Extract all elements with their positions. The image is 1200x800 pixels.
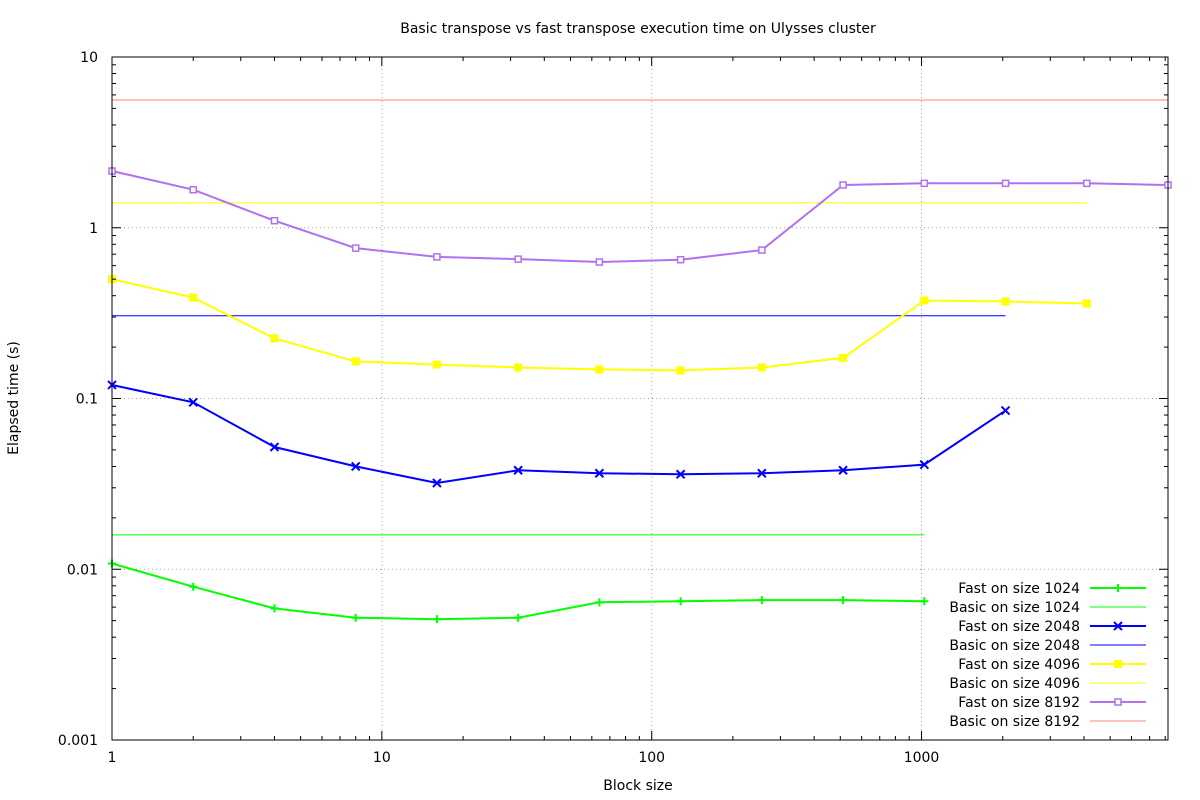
data-point [676,255,685,264]
data-point [595,365,604,374]
data-point [594,468,605,478]
data-point [1083,179,1091,188]
data-point [269,442,280,452]
legend-label: Basic on size 1024 [949,600,1080,616]
x-axis-label: Block size [603,778,672,794]
plot-series [107,99,1172,624]
data-point [514,363,523,372]
data-point [675,469,686,479]
legend-label: Fast on size 8192 [958,695,1080,711]
data-point [676,597,685,606]
legend-label: Fast on size 4096 [958,657,1080,673]
data-point [920,296,929,305]
data-point [514,613,523,622]
legend-marker [1114,584,1122,592]
axis-ticks: 1 10 100 1000 0.001 0.01 0.1 1 10 [58,50,1168,766]
legend-label: Fast on size 1024 [958,581,1080,597]
data-point [758,246,766,254]
legend-item: Fast on size 8192 [958,695,1146,711]
x-tick-label: 100 [638,750,665,766]
data-point [838,465,848,475]
data-point [432,478,442,488]
legend: Fast on size 1024 Basic on size 1024 Fast … [949,581,1146,730]
data-point [514,255,522,263]
chart-title: Basic transpose vs fast transpose execut… [400,21,876,37]
data-point [432,615,441,624]
data-point [1001,297,1010,306]
data-point [919,459,930,470]
data-point [920,179,929,188]
legend-item: Basic on size 8192 [949,714,1146,730]
data-point [839,353,848,362]
data-point [757,363,766,372]
data-point [189,582,198,591]
x-tick-label: 10 [373,750,391,766]
data-point [351,357,360,366]
data-point [839,181,847,189]
legend-label: Basic on size 4096 [949,676,1080,692]
legend-label: Basic on size 2048 [949,638,1080,654]
series-line [111,278,1087,372]
legend-label: Basic on size 8192 [949,714,1080,730]
data-point [1001,179,1010,188]
data-point [595,598,604,607]
legend-label: Fast on size 2048 [958,619,1080,635]
data-point [350,461,361,472]
data-point [189,293,198,302]
data-point [433,253,441,261]
y-tick-label: 0.01 [67,562,98,578]
grid-lines [112,57,1168,740]
data-point [351,613,360,622]
data-point [757,468,767,478]
y-axis-label: Elapsed time (s) [6,341,22,455]
legend-marker [1113,621,1123,631]
data-point [1000,405,1011,416]
legend-item: Fast on size 2048 [958,619,1146,635]
data-point [595,258,604,266]
series-line [111,384,1007,485]
legend-marker [1114,660,1122,668]
legend-item: Basic on size 4096 [949,676,1146,692]
series-6 [108,167,1172,266]
data-point [351,244,360,252]
data-point [188,397,198,408]
legend-item: Fast on size 4096 [958,657,1146,673]
data-point [270,604,279,613]
legend-item: Fast on size 1024 [958,581,1146,597]
series-line [111,562,925,621]
x-tick-label: 1 [108,750,117,766]
data-point [676,366,685,375]
data-point [513,465,523,475]
y-tick-label: 1 [89,221,98,237]
x-tick-label: 1000 [904,750,940,766]
y-tick-label: 10 [80,50,98,66]
data-point [920,597,929,606]
y-tick-label: 0.1 [76,392,98,408]
data-point [432,360,441,369]
data-point [189,185,197,194]
legend-item: Basic on size 1024 [949,600,1146,616]
legend-marker [1114,698,1122,706]
data-point [270,216,279,225]
series-4 [108,275,1091,375]
data-point [1082,299,1091,308]
y-tick-label: 0.001 [58,733,98,749]
data-point [757,596,766,605]
data-point [270,334,279,343]
series-line [111,170,1169,264]
data-point [839,596,848,605]
series-0 [108,559,929,624]
legend-item: Basic on size 2048 [949,638,1146,654]
series-2 [107,380,1011,488]
